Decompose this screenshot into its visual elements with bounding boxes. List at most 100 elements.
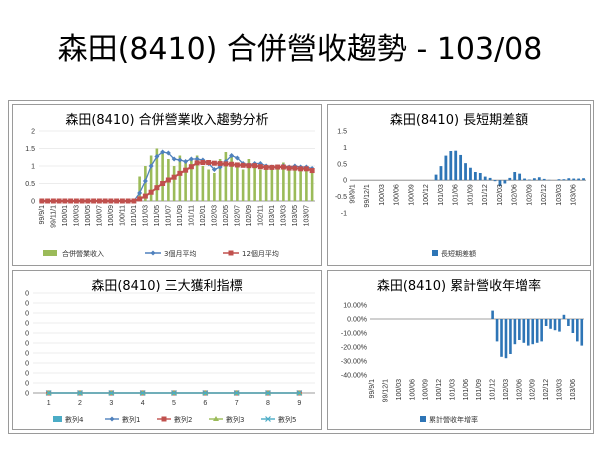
x-tick-label: 100/06 bbox=[409, 379, 416, 401]
point-12month-avg bbox=[102, 198, 108, 204]
point-12month-avg bbox=[263, 164, 269, 170]
x-tick-label: 100/05 bbox=[85, 205, 92, 227]
bar-yoy bbox=[562, 314, 566, 319]
bar-diff bbox=[483, 176, 487, 181]
point-12month-avg bbox=[280, 164, 286, 170]
point-12month-avg bbox=[114, 198, 120, 204]
bar-yoy bbox=[509, 319, 512, 354]
bar-diff bbox=[493, 180, 497, 182]
x-tick-label: 103/06 bbox=[570, 379, 577, 401]
point-3month-avg bbox=[188, 156, 194, 162]
y-tick-label: 1.5 bbox=[25, 146, 35, 153]
x-tick-label: 100/03 bbox=[379, 184, 386, 206]
x-tick-label: 99/9/1 bbox=[349, 184, 356, 204]
x-tick-label: 102/12 bbox=[541, 184, 548, 206]
bar-revenue bbox=[305, 169, 308, 201]
x-tick-label: 101/03 bbox=[142, 205, 149, 227]
bar-diff bbox=[572, 178, 576, 181]
point-3month-avg bbox=[234, 155, 240, 161]
point-12month-avg bbox=[68, 198, 74, 204]
bar-yoy bbox=[531, 319, 535, 345]
x-tick-label: 100/03 bbox=[396, 379, 403, 401]
x-tick-label: 102/06 bbox=[516, 379, 523, 401]
y-tick-label: -1 bbox=[341, 211, 347, 218]
panel-revenue-trend: 森田(8410) 合併營業收入趨勢分析 0 0.5 1 1.5 2 99/9/1 99/11… bbox=[12, 104, 322, 266]
point-12month-avg bbox=[125, 198, 131, 204]
point-12month-avg bbox=[229, 161, 235, 167]
x-tick-label: 101/01 bbox=[131, 205, 138, 227]
legend-label: 數列5 bbox=[278, 415, 296, 424]
point-12month-avg bbox=[154, 185, 160, 191]
bar-yoy bbox=[513, 319, 517, 345]
y-tick-label: 0 bbox=[25, 361, 29, 368]
bar-diff bbox=[488, 177, 492, 181]
point-12month-avg bbox=[188, 164, 194, 170]
bar-diff bbox=[567, 178, 571, 181]
x-tick-label: 102/01 bbox=[200, 205, 207, 227]
y-tick-label: -40.00% bbox=[341, 373, 367, 380]
bar-yoy bbox=[571, 319, 575, 333]
bar-diff bbox=[508, 177, 512, 181]
point-12month-avg bbox=[286, 165, 292, 171]
bar-diff bbox=[523, 178, 526, 181]
x-tick-label: 100/11 bbox=[119, 205, 126, 226]
y-tick-label: 0 bbox=[25, 291, 29, 298]
x-tick-label: 101/09 bbox=[177, 205, 184, 227]
x-tick-label: 100/06 bbox=[394, 184, 401, 206]
x-tick-label: 102/03 bbox=[503, 379, 510, 401]
y-tick-label: 0.00% bbox=[347, 317, 367, 324]
x-tick-label: 5 bbox=[172, 400, 176, 407]
point-12month-avg bbox=[56, 198, 62, 204]
x-tick-label: 100/12 bbox=[436, 379, 443, 401]
legend-marker bbox=[265, 416, 271, 422]
bar-yoy bbox=[567, 319, 570, 326]
point-3month-avg bbox=[194, 156, 200, 162]
x-tick-label: 103/01 bbox=[269, 205, 276, 227]
legend-marker bbox=[109, 416, 115, 422]
y-tick-label: -30.00% bbox=[341, 359, 367, 366]
bar-diff bbox=[464, 163, 467, 181]
bar-revenue bbox=[218, 159, 222, 201]
x-tick-label: 103/03 bbox=[556, 379, 563, 401]
legend-label: 長短期差額 bbox=[441, 249, 476, 258]
bar-diff bbox=[542, 178, 546, 181]
x-tick-label: 102/09 bbox=[526, 184, 533, 206]
bar-diff bbox=[582, 178, 585, 181]
x-tick-label: 99/12/1 bbox=[364, 184, 371, 207]
x-tick-label: 102/11 bbox=[257, 205, 264, 226]
point-12month-avg bbox=[194, 160, 200, 166]
point-12month-avg bbox=[298, 166, 304, 172]
bar-revenue bbox=[270, 166, 274, 201]
y-tick-label: 0 bbox=[25, 301, 29, 308]
x-tick-label: 101/09 bbox=[476, 379, 483, 401]
x-tick-label: 4 bbox=[141, 400, 145, 407]
bar-yoy bbox=[491, 310, 494, 319]
legend-marker bbox=[161, 416, 167, 422]
point-12month-avg bbox=[269, 164, 275, 170]
point-3month-avg bbox=[177, 157, 183, 163]
y-tick-label: 0 bbox=[25, 311, 29, 318]
x-tick-label: 100/09 bbox=[423, 379, 430, 401]
y-tick-label: -20.00% bbox=[341, 345, 367, 352]
x-tick-label: 9 bbox=[297, 400, 301, 407]
legend-swatch bbox=[53, 416, 62, 422]
bar-revenue bbox=[149, 155, 153, 201]
point-series bbox=[202, 390, 209, 396]
x-tick-label: 103/03 bbox=[280, 205, 287, 227]
x-tick-label: 8 bbox=[266, 400, 270, 407]
slide-title: 森田(8410) 合併營收趨勢 - 103/08 bbox=[57, 32, 543, 67]
bar-diff bbox=[473, 172, 477, 181]
point-12month-avg bbox=[292, 165, 298, 171]
bar-yoy bbox=[495, 319, 499, 342]
x-tick-label: 101/12 bbox=[490, 379, 497, 401]
x-tick-label: 1 bbox=[47, 400, 51, 407]
bar-diff bbox=[478, 172, 482, 181]
bar-yoy bbox=[500, 319, 503, 357]
legend-marker bbox=[213, 416, 219, 421]
x-tick-label: 2 bbox=[78, 400, 82, 407]
point-12month-avg bbox=[257, 164, 263, 170]
x-tick-label: 102/07 bbox=[234, 205, 241, 227]
point-12month-avg bbox=[211, 160, 217, 166]
bar-diff bbox=[434, 174, 438, 181]
legend-label: 數列2 bbox=[174, 415, 192, 424]
